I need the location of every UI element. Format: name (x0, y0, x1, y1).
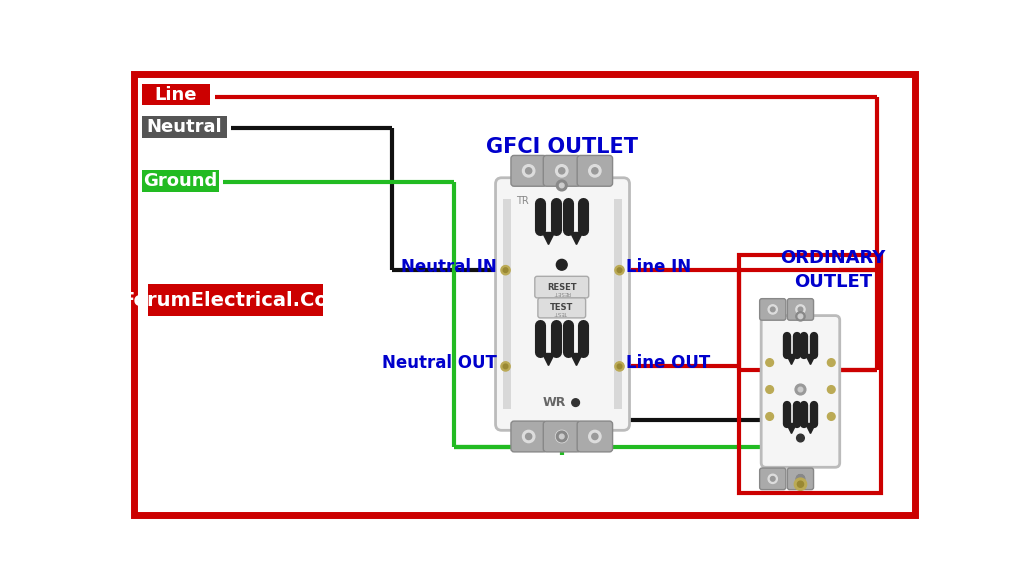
Text: ForumElectrical.Com: ForumElectrical.Com (122, 291, 349, 310)
Circle shape (770, 307, 775, 312)
FancyBboxPatch shape (578, 156, 612, 186)
Circle shape (827, 386, 836, 394)
Text: Line IN: Line IN (627, 258, 691, 276)
Circle shape (592, 168, 598, 174)
Circle shape (571, 399, 580, 406)
Bar (503, 199, 511, 409)
Circle shape (766, 386, 773, 394)
Text: Neutral: Neutral (146, 118, 222, 136)
Circle shape (798, 307, 803, 312)
Text: GFCI OUTLET: GFCI OUTLET (485, 137, 638, 157)
Circle shape (796, 474, 805, 483)
Text: Neutral IN: Neutral IN (401, 258, 497, 276)
FancyBboxPatch shape (535, 276, 589, 298)
Circle shape (797, 434, 804, 442)
Text: TR: TR (515, 196, 528, 206)
Circle shape (796, 312, 805, 321)
Text: RESET: RESET (553, 290, 570, 295)
Circle shape (798, 476, 803, 481)
Circle shape (766, 359, 773, 366)
Circle shape (559, 433, 565, 440)
Circle shape (827, 413, 836, 420)
Text: ORDINARY
OUTLET: ORDINARY OUTLET (780, 250, 886, 291)
FancyBboxPatch shape (761, 315, 840, 468)
FancyBboxPatch shape (760, 298, 785, 320)
Bar (142, 84, 210, 106)
Bar (614, 199, 622, 409)
FancyBboxPatch shape (538, 298, 586, 318)
FancyBboxPatch shape (544, 421, 581, 452)
Text: Ground: Ground (143, 172, 218, 190)
Circle shape (827, 359, 836, 366)
Circle shape (501, 265, 510, 275)
Circle shape (556, 431, 567, 442)
Circle shape (592, 433, 598, 440)
Circle shape (556, 180, 567, 191)
Bar (147, 284, 323, 317)
Circle shape (559, 183, 564, 188)
Bar (142, 170, 219, 192)
FancyBboxPatch shape (511, 156, 547, 186)
Circle shape (556, 430, 568, 442)
Bar (142, 116, 226, 138)
Circle shape (796, 305, 805, 314)
Text: Neutral OUT: Neutral OUT (382, 354, 497, 373)
Circle shape (795, 384, 806, 395)
Circle shape (556, 164, 568, 177)
Circle shape (770, 476, 775, 481)
Circle shape (798, 314, 803, 319)
Circle shape (614, 265, 625, 275)
Circle shape (617, 364, 622, 368)
Circle shape (503, 268, 508, 272)
FancyBboxPatch shape (787, 298, 813, 320)
Circle shape (503, 364, 508, 368)
Circle shape (525, 433, 531, 440)
Text: RESET: RESET (547, 283, 577, 292)
Text: WR: WR (543, 396, 565, 409)
Circle shape (589, 164, 601, 177)
Circle shape (768, 305, 777, 314)
Text: Line: Line (155, 86, 198, 104)
Bar (739, 255, 882, 493)
Circle shape (795, 478, 807, 490)
FancyBboxPatch shape (760, 468, 785, 490)
Circle shape (556, 259, 567, 270)
Circle shape (796, 474, 805, 483)
Circle shape (589, 430, 601, 442)
FancyBboxPatch shape (787, 468, 813, 490)
Circle shape (614, 362, 625, 371)
Circle shape (501, 362, 510, 371)
Circle shape (559, 168, 565, 174)
Circle shape (522, 164, 535, 177)
Circle shape (617, 268, 622, 272)
Circle shape (768, 474, 777, 483)
Circle shape (525, 168, 531, 174)
Circle shape (766, 413, 773, 420)
Text: TEST: TEST (555, 310, 568, 315)
FancyBboxPatch shape (544, 156, 581, 186)
Text: Line OUT: Line OUT (627, 354, 711, 373)
Circle shape (798, 387, 803, 392)
FancyBboxPatch shape (578, 421, 612, 452)
FancyBboxPatch shape (511, 421, 547, 452)
Circle shape (522, 430, 535, 442)
Circle shape (559, 434, 564, 439)
FancyBboxPatch shape (496, 178, 630, 430)
Text: TEST: TEST (550, 303, 573, 312)
Circle shape (798, 481, 804, 487)
